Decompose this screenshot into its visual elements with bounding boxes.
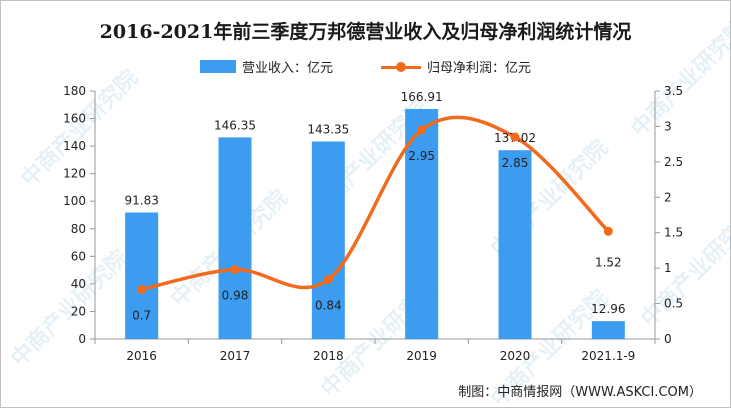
x-tick-label: 2021.1-9: [581, 349, 635, 363]
revenue-bar: [311, 141, 345, 339]
revenue-bar: [405, 109, 439, 339]
revenue-data-label: 91.83: [124, 193, 158, 207]
right-tick-label: 1.5: [664, 226, 683, 240]
legend-bar-swatch: [199, 60, 236, 73]
right-tick-label: 1: [664, 261, 672, 275]
revenue-bar: [498, 150, 532, 339]
revenue-bar: [591, 321, 625, 339]
right-tick-label: 3.5: [664, 84, 683, 98]
legend-item-profit: 归母净利润：亿元: [381, 57, 531, 76]
left-tick-label: 120: [63, 167, 86, 181]
profit-data-label: 1.52: [595, 255, 622, 269]
left-tick-label: 0: [78, 332, 86, 346]
profit-point: [230, 265, 240, 275]
x-tick-label: 2016: [126, 349, 157, 363]
right-tick-label: 2: [664, 190, 672, 204]
revenue-data-label: 166.91: [401, 90, 443, 104]
revenue-data-label: 12.96: [591, 302, 625, 316]
profit-line: [141, 115, 610, 292]
x-tick-label: 2020: [500, 349, 531, 363]
right-tick-label: 2.5: [664, 155, 683, 169]
profit-data-label: 0.98: [222, 289, 249, 303]
left-tick-label: 160: [63, 112, 86, 126]
revenue-data-label: 143.35: [307, 122, 349, 136]
profit-point: [510, 132, 520, 142]
chart-title: 2016-2021年前三季度万邦德营业收入及归母净利润统计情况: [99, 21, 632, 43]
left-tick-label: 80: [71, 222, 86, 236]
left-tick-label: 40: [71, 277, 86, 291]
profit-point: [603, 226, 613, 236]
left-tick-label: 100: [63, 194, 86, 208]
legend-item-revenue: 营业收入：亿元: [199, 57, 333, 76]
right-tick-label: 3: [664, 119, 672, 133]
left-tick-label: 60: [71, 249, 86, 263]
profit-data-label: 0.7: [132, 308, 151, 322]
legend-label-revenue: 营业收入：亿元: [241, 61, 333, 76]
profit-data-label: 0.84: [315, 298, 342, 312]
x-tick-label: 2019: [406, 349, 437, 363]
source-note: 制图：中商情报网（WWW.ASKCI.COM）: [458, 385, 702, 400]
legend-label-profit: 归母净利润：亿元: [427, 61, 532, 76]
profit-data-label: 2.85: [502, 156, 529, 170]
chart-legend: 营业收入：亿元 归母净利润：亿元: [1, 57, 730, 76]
x-tick-label: 2018: [313, 349, 344, 363]
left-tick-label: 180: [63, 84, 86, 98]
left-tick-label: 20: [71, 304, 86, 318]
left-tick-label: 140: [63, 139, 86, 153]
x-tick-label: 2017: [220, 349, 251, 363]
right-tick-label: 0: [664, 332, 672, 346]
right-tick-label: 0.5: [664, 297, 683, 311]
revenue-bar: [125, 212, 159, 339]
revenue-data-label: 146.35: [214, 118, 256, 132]
profit-data-label: 2.95: [408, 149, 435, 163]
legend-line-swatch: [381, 60, 421, 73]
revenue-bar: [218, 137, 252, 339]
profit-point: [323, 274, 333, 284]
profit-point: [137, 284, 147, 294]
profit-point: [417, 125, 427, 135]
